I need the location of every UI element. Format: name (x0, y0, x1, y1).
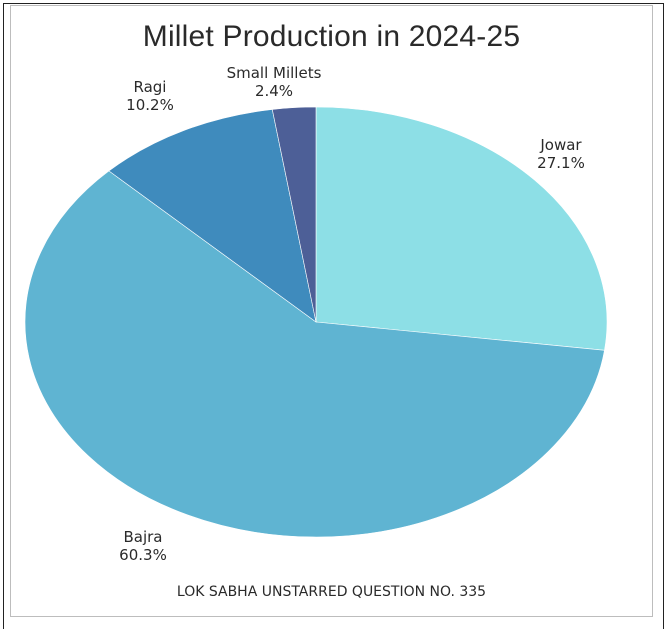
pie-slice-jowar (315, 106, 608, 351)
slice-label-jowar: Jowar 27.1% (515, 136, 607, 172)
slice-label-bajra: Bajra 60.3% (103, 528, 183, 564)
chart-title: Millet Production in 2024-25 (142, 20, 521, 53)
slice-percent-small-millets: 2.4% (254, 82, 294, 100)
pie-slice-small-millets (271, 106, 317, 323)
pie-chart (24, 106, 608, 538)
pie-slice-bajra (24, 170, 605, 538)
slice-percent-jowar: 27.1% (537, 154, 585, 172)
chart-card: Millet Production in 2024-25 Jowar 27.1%… (10, 5, 653, 617)
slice-name-jowar: Jowar (540, 136, 582, 154)
slice-name-ragi: Ragi (133, 78, 167, 96)
slice-name-bajra: Bajra (123, 528, 163, 546)
slice-percent-ragi: 10.2% (126, 96, 174, 114)
pie-slice-ragi (108, 109, 317, 323)
slice-percent-bajra: 60.3% (119, 546, 167, 564)
slice-label-small-millets: Small Millets 2.4% (209, 64, 339, 100)
slice-label-ragi: Ragi 10.2% (111, 78, 189, 114)
source-note: LOK SABHA UNSTARRED QUESTION NO. 335 (176, 584, 487, 600)
screenshot-frame (3, 3, 664, 629)
slice-name-small-millets: Small Millets (226, 64, 322, 82)
